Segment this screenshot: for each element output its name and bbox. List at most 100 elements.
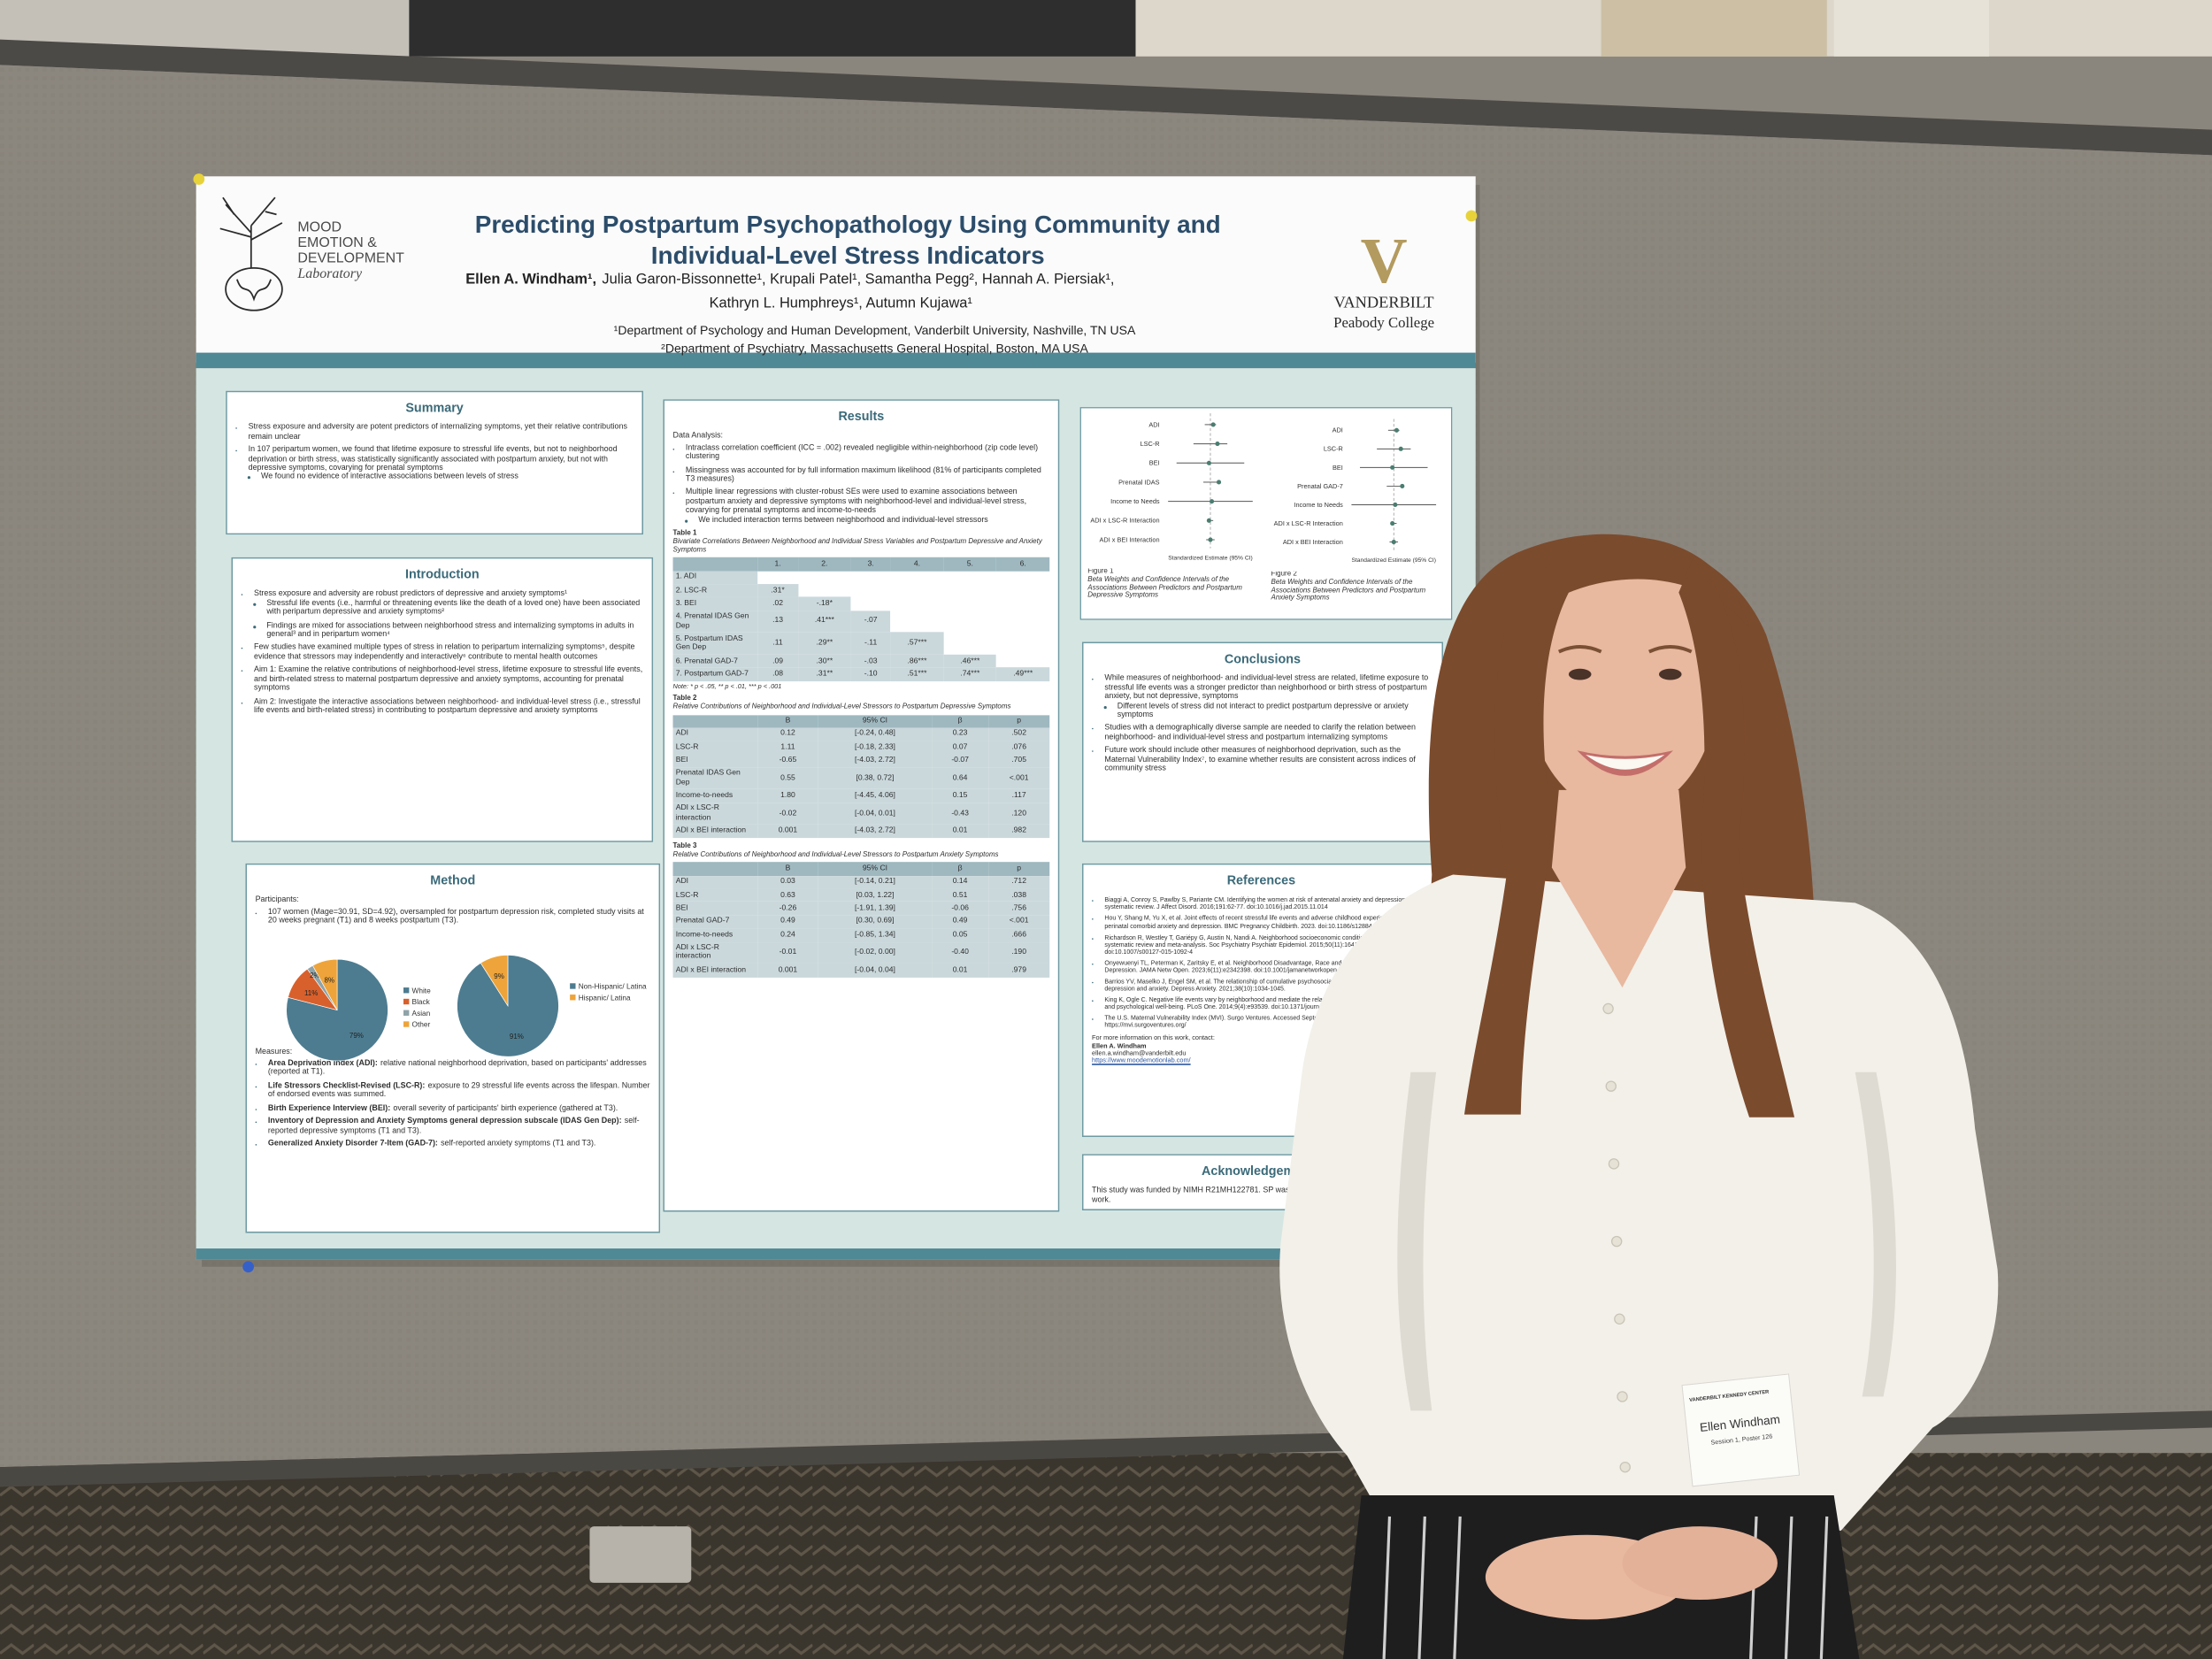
table-cell: -0.07 [932, 754, 989, 768]
bullet-text: We included interaction terms between ne… [698, 516, 988, 525]
figure-label: Prenatal IDAS [1118, 478, 1160, 486]
table-row: Income-to-needs 0.24 [-0.85, 1.34] 0.05.666 [672, 928, 1050, 942]
table-cell: 0.51 [932, 888, 989, 902]
reference: Richardson R, Westley T, Gariépy G, Aust… [1104, 933, 1430, 955]
table-cell: .41*** [797, 610, 851, 633]
pants-stripe [1819, 1516, 1829, 1659]
table-row: LSC-R 1.11 [-0.18, 2.33] 0.07.076 [672, 741, 1050, 755]
table-cell: BEI [672, 754, 758, 768]
table-cell: [-0.24, 0.48] [818, 727, 933, 741]
header-row: 1. 2. 3. 4. 5. 6. [672, 557, 1050, 572]
header-cell: p [988, 862, 1050, 876]
lab-name: MOOD [297, 219, 342, 234]
header-row: B 95% CI β p [672, 862, 1050, 876]
table-cell: ADI x LSC-R interaction [672, 941, 758, 964]
eyebrow [1557, 645, 1602, 654]
contact-label: For more information on this work, conta… [1092, 1034, 1215, 1042]
tree-branch [222, 196, 235, 215]
wall-panel [1833, 0, 1990, 57]
table-cell: -0.02 [757, 803, 818, 825]
figure-label: LSC-R [1324, 445, 1343, 453]
lab-name: Laboratory [296, 266, 363, 281]
bullet: Birth Experience Interview (BEI):overall… [268, 1104, 650, 1113]
figure-label: ADI x BEI Interaction [1100, 535, 1160, 543]
figure-label: Prenatal GAD-7 [1297, 482, 1343, 490]
lab-logo-tree [219, 196, 283, 311]
table-cell: 6. Prenatal GAD-7 [672, 654, 758, 668]
label: Participants: [255, 895, 299, 905]
table-cell: [-4.03, 2.72] [818, 824, 933, 838]
table-number: Table 1 [672, 529, 697, 538]
bullet-text: Studies with a demographically diverse s… [1104, 724, 1416, 742]
term: Generalized Anxiety Disorder 7-Item (GAD… [267, 1140, 438, 1148]
section-heading: Summary [405, 400, 464, 415]
figure-label: Income to Needs [1294, 501, 1343, 509]
table-cell: 2. LSC-R [672, 584, 758, 598]
figure-label: Income to Needs [1110, 497, 1160, 505]
table-row: 2. LSC-R .31* [672, 584, 1050, 598]
button [1619, 1461, 1631, 1473]
bullet: Intraclass correlation coefficient (ICC … [686, 444, 1049, 462]
legend-label: Hispanic/ Latina [579, 993, 631, 1002]
table-cell: 0.15 [932, 789, 989, 803]
estimate-dot [1394, 427, 1399, 433]
table-cell: Prenatal GAD-7 [672, 915, 758, 929]
header-cell: β [932, 862, 989, 876]
table-cell: .09 [757, 654, 798, 668]
bullet: Stressful life events (i.e., harmful or … [266, 599, 643, 617]
figure-label: ADI [1333, 426, 1343, 434]
legend-swatch [570, 995, 576, 1001]
table-cell: .51*** [890, 667, 944, 681]
legend-swatch [403, 1010, 410, 1016]
hand [1622, 1526, 1778, 1601]
table-row: 6. Prenatal GAD-7.09.30** -.03.86*** .46**… [672, 654, 1050, 668]
table-cell: -0.43 [932, 803, 989, 825]
contact: For more information on this work, conta… [1092, 1034, 1431, 1064]
bullet-list: Stress exposure and adversity are potent… [235, 424, 634, 482]
cardigan-shade [1397, 1071, 1437, 1411]
table-cell: [-0.18, 2.33] [818, 741, 933, 755]
bullet-text: Findings are mixed for associations betw… [266, 621, 634, 640]
hair-top [1520, 536, 1750, 628]
table-cell: .117 [988, 789, 1050, 803]
table-cell: -0.26 [757, 902, 818, 916]
table-cell: 3. BEI [672, 597, 758, 611]
bullet: Missingness was accounted for by full in… [686, 466, 1049, 484]
bullet-text: exposure to 29 stressful life events acr… [267, 1081, 650, 1100]
bullet-text: Different levels of stress did not inter… [1117, 702, 1409, 720]
face [1526, 554, 1718, 814]
bullet: We included interaction terms between ne… [698, 516, 1049, 525]
figure-caption: Figure 1 Beta Weights and Confidence Inte… [1087, 569, 1263, 602]
bullet-list: Stress exposure and adversity are robust… [242, 590, 643, 716]
table-cell: .13 [757, 610, 798, 633]
bullet-text: Stress exposure and adversity are robust… [253, 590, 567, 599]
data-table: 1. 2. 3. 4. 5. 6. 1. ADI 2. LSC-R .31* 3. BEI .02-… [672, 557, 1050, 681]
data-table: B 95% CI β p ADI 0.12 [-0.24, 0.48] 0.23.502 LSC… [672, 714, 1050, 838]
table-cell: .666 [988, 928, 1050, 942]
pie-value-label: 91% [510, 1033, 524, 1041]
header-cell: 95% CI [818, 714, 933, 728]
table-row: LSC-R 0.63 [0.03, 1.22] 0.51.038 [672, 888, 1050, 902]
reference: Hou Y, Shang M, Yu X, et al. Joint effec… [1104, 915, 1430, 929]
table-cell: LSC-R [672, 888, 758, 902]
introduction-panel-frame: Introduction Stress exposure and adversit… [231, 557, 653, 842]
button [1614, 1313, 1625, 1325]
author-line: Ellen A. Windham¹, Julia Garon-Bissonnett… [465, 271, 1114, 287]
pie-value-label: 11% [304, 989, 318, 997]
table-cell: .705 [988, 754, 1050, 768]
estimate-dot [1398, 446, 1403, 451]
table-cell: [-1.91, 1.39] [818, 902, 933, 916]
table-cell: [-4.45, 4.06] [818, 789, 933, 803]
estimate-dot [1217, 480, 1222, 485]
legend-swatch [403, 987, 410, 994]
table-cell: 0.23 [932, 727, 989, 741]
tree-roots [225, 267, 283, 311]
table-row: ADI x LSC-R interaction -0.02 [-0.04, 0.01… [672, 803, 1050, 825]
figure-label: BEI [1149, 459, 1160, 467]
bullet: Generalized Anxiety Disorder 7-Item (GAD… [268, 1140, 650, 1148]
figure-number: Figure 1 [1087, 568, 1114, 576]
bullet: In 107 peripartum women, we found that l… [249, 446, 634, 482]
table-cell: .712 [988, 875, 1050, 889]
table-cell: .038 [988, 888, 1050, 902]
